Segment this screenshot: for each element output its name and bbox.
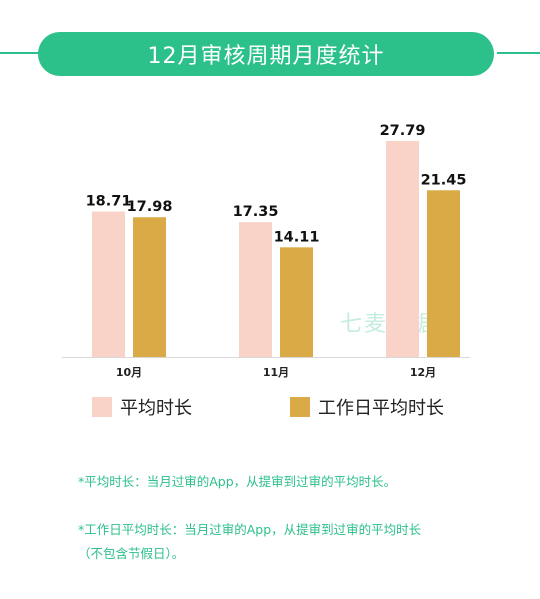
chart-title: 12月审核周期月度统计 <box>38 32 494 76</box>
bar-avg-1 <box>239 222 272 357</box>
note-workday: *工作日平均时长：当月过审的App，从提审到过审的平均时长 <box>78 522 422 537</box>
data-label: 14.11 <box>274 229 320 245</box>
note-avg: *平均时长：当月过审的App，从提审到过审的平均时长。 <box>78 474 397 489</box>
x-tick-label: 10月 <box>116 366 142 379</box>
bar-avg-2 <box>386 141 419 357</box>
bar-workday-0 <box>133 217 166 357</box>
data-label: 18.71 <box>86 194 132 210</box>
x-tick-label: 11月 <box>263 366 289 379</box>
x-tick-label: 12月 <box>410 366 436 379</box>
note-workday-cont: （不包含节假日）。 <box>78 546 185 561</box>
data-label: 17.98 <box>127 199 173 215</box>
bar-chart: 七麦数据18.7117.9810月17.3514.1111月27.7921.45… <box>62 123 470 379</box>
data-label: 17.35 <box>233 204 279 220</box>
legend-item-workday: 工作日平均时长 <box>290 394 444 420</box>
data-label: 21.45 <box>421 172 467 188</box>
title-rule-left <box>0 52 44 54</box>
bar-workday-1 <box>280 247 313 357</box>
legend-label-avg: 平均时长 <box>120 398 192 419</box>
legend-swatch-workday <box>290 397 310 417</box>
data-label: 27.79 <box>380 123 426 139</box>
bar-avg-0 <box>92 211 125 357</box>
legend-item-avg: 平均时长 <box>92 394 192 420</box>
title-rule-right <box>497 52 540 54</box>
bar-workday-2 <box>427 190 460 357</box>
legend-swatch-avg <box>92 397 112 417</box>
legend-label-workday: 工作日平均时长 <box>318 398 444 419</box>
